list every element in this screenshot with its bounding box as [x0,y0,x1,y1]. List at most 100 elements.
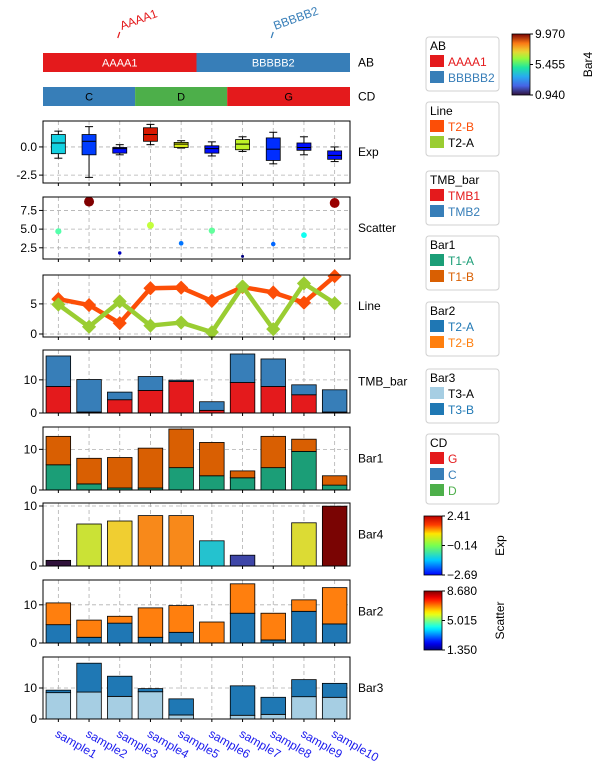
colorbar-gradient [423,515,443,576]
legend-swatch [430,55,444,67]
legend-item-label: G [448,452,457,466]
colorbar-Exp: 2.41 −0.14 −2.69 Exp [423,509,507,582]
bar-segment [107,615,133,624]
bar-segment [260,435,286,469]
line-point [296,276,312,291]
legend-title: AB [430,39,446,53]
legend-item-label: TMB1 [448,189,480,203]
line-point [112,294,127,309]
legend-title: Bar1 [430,238,456,252]
track-frame [42,502,351,567]
y-tick-label: 0 [30,636,37,650]
track-Exp: -2.5 0.0 Exp [16,120,379,186]
bar-segment [76,619,102,638]
track-label: Bar3 [358,681,384,695]
bar-segment [291,450,317,491]
colorbar-tick-label: 0.940 [535,88,565,102]
group-tick [117,31,121,39]
legend-swatch [430,403,444,415]
bar-segment [45,692,72,720]
line-point [174,315,189,330]
bar-segment [107,695,133,720]
legend-swatch [430,189,444,201]
bar [137,515,164,567]
track-label: Bar1 [358,452,384,466]
bar-segment [137,688,164,693]
legend-item-label: T3-B [448,403,474,417]
bar-segment [76,379,102,413]
legend-swatch [430,468,444,480]
line-point [204,293,219,308]
line-point [112,316,127,331]
bar-segment [137,691,164,720]
track-label: Scatter [358,221,396,235]
y-tick-label: 10 [24,442,38,456]
colorbar-label: Exp [493,535,507,556]
legend-swatch [430,484,444,496]
colorbar-tick-label: 2.41 [447,509,471,523]
bar-segment [137,636,164,644]
legend-box [425,235,500,291]
bar-segment [291,438,317,452]
colorbar-Scatter: 8.680 5.015 1.350 Scatter [423,584,507,657]
track-label: TMB_bar [358,375,407,389]
bar [199,540,225,567]
CD-segment [43,87,136,106]
colorbar-tick-label: −2.69 [447,568,478,582]
line-point [81,298,97,313]
line-point [327,296,342,311]
CD-segment [227,87,350,106]
bar-segment [260,612,286,641]
legend-swatch [430,205,444,217]
line-point [296,295,312,310]
bar-segment [229,470,256,479]
legend-box [425,170,500,226]
bar-segment [260,696,286,715]
bar-segment [291,599,317,612]
track-Bar4: 0 10 Bar4 [24,499,384,573]
colorbar-label: Scatter [493,601,507,639]
legend-item-label: T3-A [448,387,474,401]
bar-segment [321,682,348,698]
legend-swatch [430,71,444,83]
track-frame [42,120,351,184]
colorbar-tick-label: 8.680 [447,584,477,598]
line-point [143,318,158,333]
bar-segment [229,714,256,720]
box [204,145,220,154]
box [112,147,128,154]
y-tick-label: 0 [30,712,37,726]
line-series [57,281,336,335]
bar-segment [260,358,286,387]
legend-item-label: T2-B [448,120,474,134]
scatter-point [208,227,215,234]
bar-segment [45,386,72,414]
box [173,142,189,148]
bar-segment [291,610,317,644]
track-frame [42,579,351,644]
bar [76,523,102,567]
AB-segment [43,53,197,72]
legend-item-label: TMB2 [448,205,480,219]
legend-swatch [430,452,444,464]
bar-segment [137,390,164,414]
bar-segment [76,691,102,720]
bar-segment [168,698,194,716]
line-point [266,322,281,337]
bar [321,505,348,567]
legend-Bar3: Bar3 T3-A T3-B [425,368,500,424]
CD-segment [135,87,228,106]
scatter-point [118,251,122,255]
bar-segment [76,662,102,693]
legend-item-label: T2-A [448,136,474,150]
bar-segment [45,689,72,694]
bar-segment [45,624,72,644]
box [50,134,66,155]
bar-segment [199,475,225,491]
bar-segment [45,355,72,387]
bar-segment [107,457,133,489]
bar-segment [76,483,102,491]
track-Bar3: 0 10 Bar3 [24,656,384,726]
bar-segment [321,389,348,413]
